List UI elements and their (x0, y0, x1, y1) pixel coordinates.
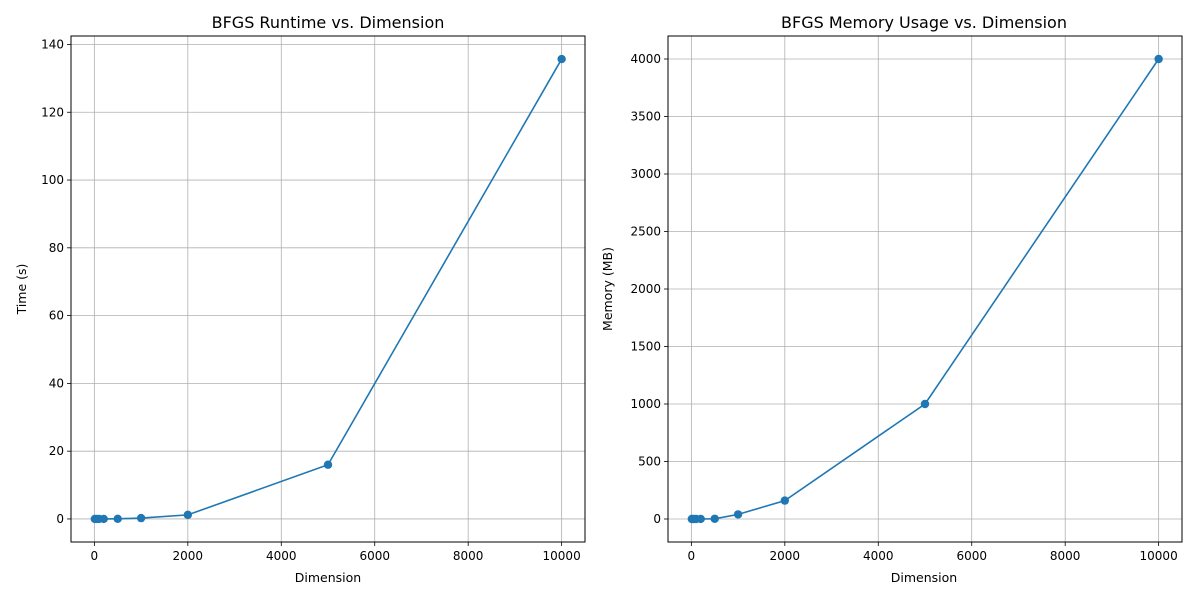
x-tick-label: 0 (688, 549, 696, 563)
y-tick-label: 1500 (630, 340, 661, 354)
y-axis-label: Time (s) (14, 264, 29, 316)
data-point (99, 514, 108, 524)
series-line (94, 58, 563, 520)
data-point (1154, 54, 1163, 64)
x-tick-label: 8000 (1050, 549, 1081, 563)
data-point (183, 510, 193, 520)
runtime-chart: BFGS Runtime vs. Dimension Dimension Tim… (14, 13, 586, 585)
chart-title: BFGS Runtime vs. Dimension (212, 13, 445, 32)
data-point (696, 514, 705, 524)
y-tick-label: 500 (638, 455, 661, 469)
plot-frame (70, 35, 586, 543)
data-point (557, 54, 566, 64)
y-tick-label: 60 (49, 309, 64, 323)
x-tick-label: 10000 (543, 549, 581, 563)
data-point (136, 513, 146, 523)
x-tick-label: 10000 (1140, 549, 1178, 563)
y-tick-label: 100 (41, 173, 64, 187)
data-point (710, 514, 719, 523)
data-point (920, 399, 930, 409)
x-tick-label: 8000 (453, 549, 484, 563)
data-point (323, 460, 333, 469)
chart-title: BFGS Memory Usage vs. Dimension (781, 13, 1067, 32)
y-tick-label: 2000 (630, 282, 661, 296)
y-tick-label: 1000 (630, 397, 661, 411)
x-tick-label: 0 (91, 549, 99, 563)
x-axis-label: Dimension (891, 570, 957, 585)
x-tick-label: 6000 (956, 549, 987, 563)
y-tick-label: 0 (653, 512, 661, 526)
data-point (733, 510, 743, 519)
x-tick-label: 6000 (359, 549, 390, 563)
y-tick-label: 120 (41, 105, 64, 119)
y-tick-label: 4000 (630, 52, 661, 66)
y-tick-label: 20 (49, 444, 64, 458)
data-point (780, 496, 790, 505)
data-point (113, 514, 122, 523)
x-axis-label: Dimension (295, 570, 361, 585)
memory-chart: BFGS Memory Usage vs. Dimension Dimensio… (600, 13, 1183, 585)
x-tick-label: 2000 (173, 549, 204, 563)
y-tick-label: 2500 (630, 225, 661, 239)
x-tick-label: 4000 (863, 549, 894, 563)
x-tick-label: 2000 (770, 549, 801, 563)
y-tick-label: 3000 (630, 167, 661, 181)
y-tick-label: 3500 (630, 110, 661, 124)
x-tick-label: 4000 (266, 549, 297, 563)
y-tick-label: 0 (56, 512, 64, 526)
y-tick-label: 80 (49, 241, 64, 255)
y-tick-label: 140 (41, 37, 64, 51)
y-axis-label: Memory (MB) (600, 247, 615, 331)
y-tick-label: 40 (49, 376, 64, 390)
